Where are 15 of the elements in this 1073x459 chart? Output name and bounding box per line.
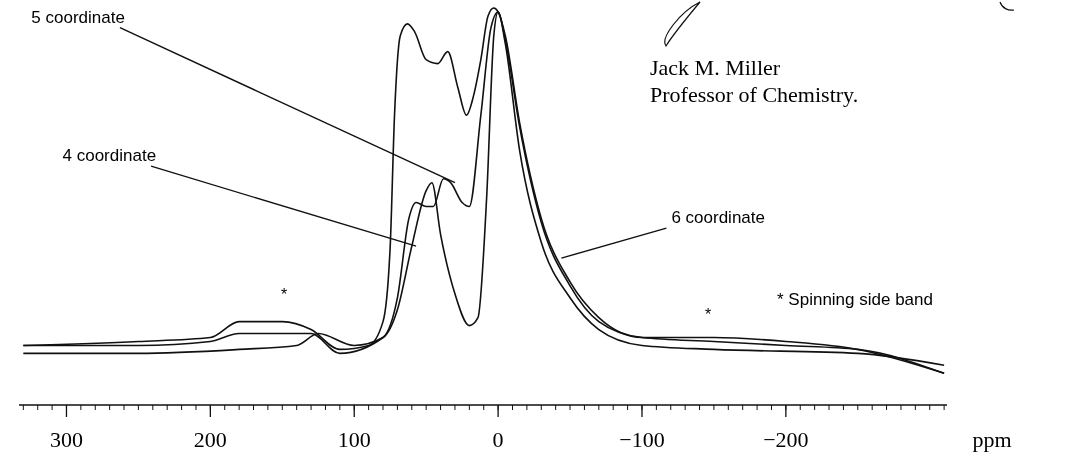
annotation: Jack M. Miller — [650, 55, 781, 80]
x-tick-label: 100 — [337, 427, 371, 452]
x-axis-title: ppm — [972, 427, 1012, 452]
x-tick-label: −200 — [763, 427, 809, 452]
x-tick-label: 0 — [492, 427, 504, 452]
annotation: 5 coordinate — [31, 7, 125, 27]
x-tick-label: −100 — [619, 427, 665, 452]
annotation: Professor of Chemistry. — [650, 82, 859, 107]
annotation: * — [280, 286, 288, 303]
annotation: 6 coordinate — [671, 208, 765, 228]
annotation: 4 coordinate — [62, 146, 157, 166]
annotation: * — [704, 306, 712, 323]
x-tick-label: 200 — [193, 427, 227, 452]
x-tick-label: 300 — [49, 427, 83, 452]
annotation: * Spinning side band — [777, 290, 933, 309]
